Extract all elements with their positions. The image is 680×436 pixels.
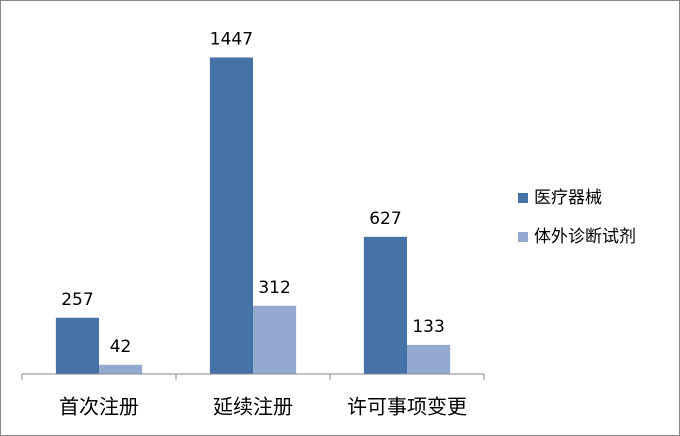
legend-swatch xyxy=(518,232,528,242)
legend-swatch xyxy=(518,193,528,203)
x-tick-label: 首次注册 xyxy=(59,395,139,419)
bar xyxy=(407,344,451,374)
value-label: 1447 xyxy=(210,29,253,49)
value-label: 627 xyxy=(369,209,401,229)
value-label: 42 xyxy=(110,337,132,357)
value-label: 312 xyxy=(258,278,290,298)
x-tick-label: 许可事项变更 xyxy=(347,395,467,419)
x-tick-label: 延续注册 xyxy=(213,395,293,419)
bar xyxy=(363,236,407,374)
legend-label: 体外诊断试剂 xyxy=(534,227,636,247)
bar xyxy=(99,364,143,374)
value-label: 133 xyxy=(412,317,444,337)
bar xyxy=(209,57,253,374)
bar xyxy=(55,317,99,374)
legend-label: 医疗器械 xyxy=(534,188,602,208)
bar xyxy=(253,305,297,374)
value-label: 257 xyxy=(61,290,93,310)
